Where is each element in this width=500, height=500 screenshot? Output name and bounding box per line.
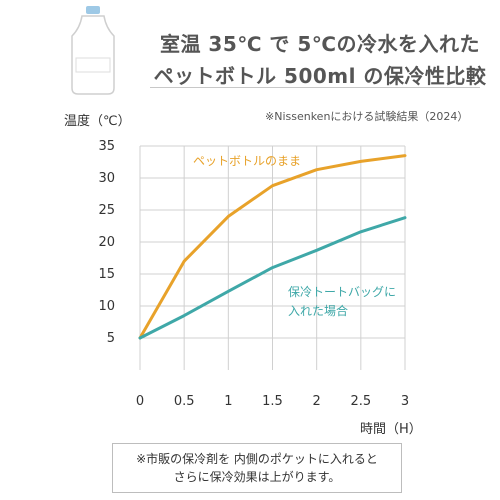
footnote-line-1: ※市販の保冷剤を 内側のポケットに入れると [136, 452, 378, 466]
x-tick-label: 2.5 [350, 394, 371, 409]
series-label: 保冷トートバッグに [288, 285, 396, 299]
source-note: ※Nissenkenにおける試験結果（2024） [265, 110, 469, 123]
y-tick-label: 30 [98, 171, 115, 186]
y-tick-label: 15 [98, 267, 115, 282]
x-axis-label: 時間（H） [360, 422, 422, 437]
y-axis-label: 温度（℃） [64, 114, 131, 129]
bottle-icon [71, 6, 115, 95]
chart-title: 室温 35℃ で 5℃の冷水を入れた ペットボトル 500ml の保冷性比較 [150, 28, 490, 92]
footnote-box: ※市販の保冷剤を 内側のポケットに入れると さらに保冷効果は上がります。 [112, 443, 402, 493]
x-tick-label: 0 [136, 394, 144, 409]
y-tick-label: 20 [98, 235, 115, 250]
title-underline [150, 87, 480, 88]
x-tick-label: 2 [313, 394, 321, 409]
title-line-1: 室温 35℃ で 5℃の冷水を入れた [159, 32, 481, 56]
title-line-2: ペットボトル 500ml の保冷性比較 [153, 64, 487, 88]
x-tick-label: 1 [224, 394, 232, 409]
x-tick-label: 0.5 [174, 394, 195, 409]
y-tick-label: 10 [98, 299, 115, 314]
y-tick-label: 25 [98, 203, 115, 218]
footnote-line-2: さらに保冷効果は上がります。 [173, 470, 341, 484]
y-tick-label: 35 [98, 139, 115, 154]
series-label: 入れた場合 [288, 303, 348, 318]
x-tick-label: 1.5 [262, 394, 283, 409]
x-tick-label: 3 [401, 394, 409, 409]
series-label: ペットボトルのまま [193, 154, 301, 168]
y-tick-label: 5 [107, 331, 115, 346]
